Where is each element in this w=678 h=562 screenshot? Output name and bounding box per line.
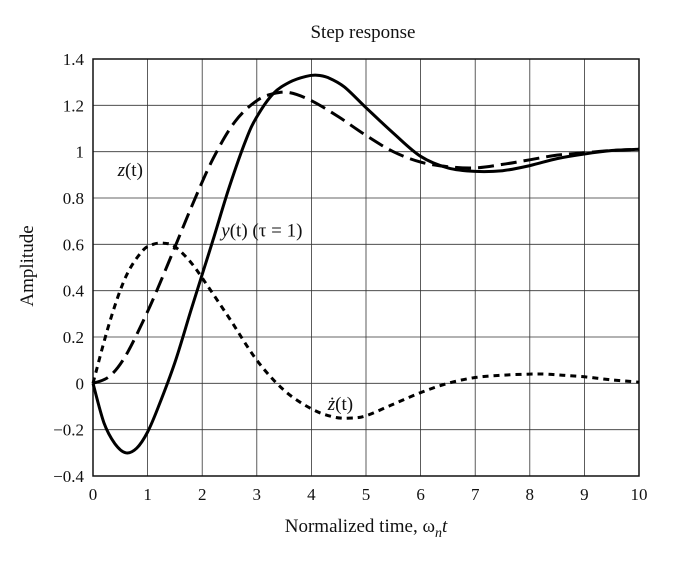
- series-annotation-1: y(t) (τ = 1): [219, 220, 302, 241]
- y-tick-label-6: 0.8: [63, 189, 84, 208]
- x-tick-label-5: 5: [362, 485, 371, 504]
- x-axis-title-suffix: t: [442, 516, 448, 537]
- x-axis-ticks: 0 1 2 3 4 5 6 7 8 9 10: [89, 485, 648, 504]
- chart-title: Step response: [310, 22, 415, 43]
- y-axis-ticks: −0.4 −0.2 0 0.2 0.4 0.6 0.8 1 1.2 1.4: [53, 50, 84, 486]
- series-annotation-0: z(t): [117, 160, 143, 181]
- series-annotation-0-main: z: [117, 160, 126, 181]
- grid: [92, 58, 640, 477]
- x-tick-label-8: 8: [526, 485, 535, 504]
- x-tick-label-1: 1: [143, 485, 152, 504]
- y-tick-label-8: 1.2: [63, 96, 84, 115]
- series-lines: [91, 73, 640, 455]
- x-axis-title-main: Normalized time, ω: [285, 516, 435, 537]
- x-tick-label-9: 9: [580, 485, 589, 504]
- y-tick-label-4: 0.4: [63, 282, 85, 301]
- y-tick-label-5: 0.6: [63, 235, 84, 254]
- x-tick-label-2: 2: [198, 485, 207, 504]
- y-tick-label-0: −0.4: [53, 467, 84, 486]
- series-line-1: [92, 90, 640, 385]
- x-tick-label-7: 7: [471, 485, 480, 504]
- series-annotation-1-rest: (t) (τ = 1): [230, 220, 303, 241]
- x-tick-label-4: 4: [307, 485, 316, 504]
- plot-frame: [92, 58, 640, 477]
- series-annotation-2: ż(t): [327, 394, 353, 415]
- series-annotation-2-main: ż: [327, 394, 336, 415]
- y-tick-label-2: 0: [76, 374, 85, 393]
- series-line-0: [91, 73, 640, 455]
- x-tick-label-3: 3: [253, 485, 262, 504]
- y-tick-label-9: 1.4: [63, 50, 85, 69]
- series-annotation-0-rest: (t): [125, 160, 143, 181]
- x-axis-title: Normalized time, ωnt: [285, 516, 448, 541]
- y-axis-title: Amplitude: [17, 225, 38, 306]
- x-tick-label-10: 10: [631, 485, 648, 504]
- series-line-2: [91, 241, 640, 420]
- x-tick-label-6: 6: [416, 485, 425, 504]
- y-tick-label-1: −0.2: [53, 421, 84, 440]
- series-annotation-2-rest: (t): [335, 394, 353, 415]
- series-annotations: z(t)y(t) (τ = 1)ż(t): [117, 160, 354, 415]
- series-annotation-1-main: y: [219, 220, 230, 241]
- x-tick-label-0: 0: [89, 485, 98, 504]
- x-axis-title-sub: n: [435, 526, 442, 541]
- y-tick-label-7: 1: [76, 143, 85, 162]
- y-tick-label-3: 0.2: [63, 328, 84, 347]
